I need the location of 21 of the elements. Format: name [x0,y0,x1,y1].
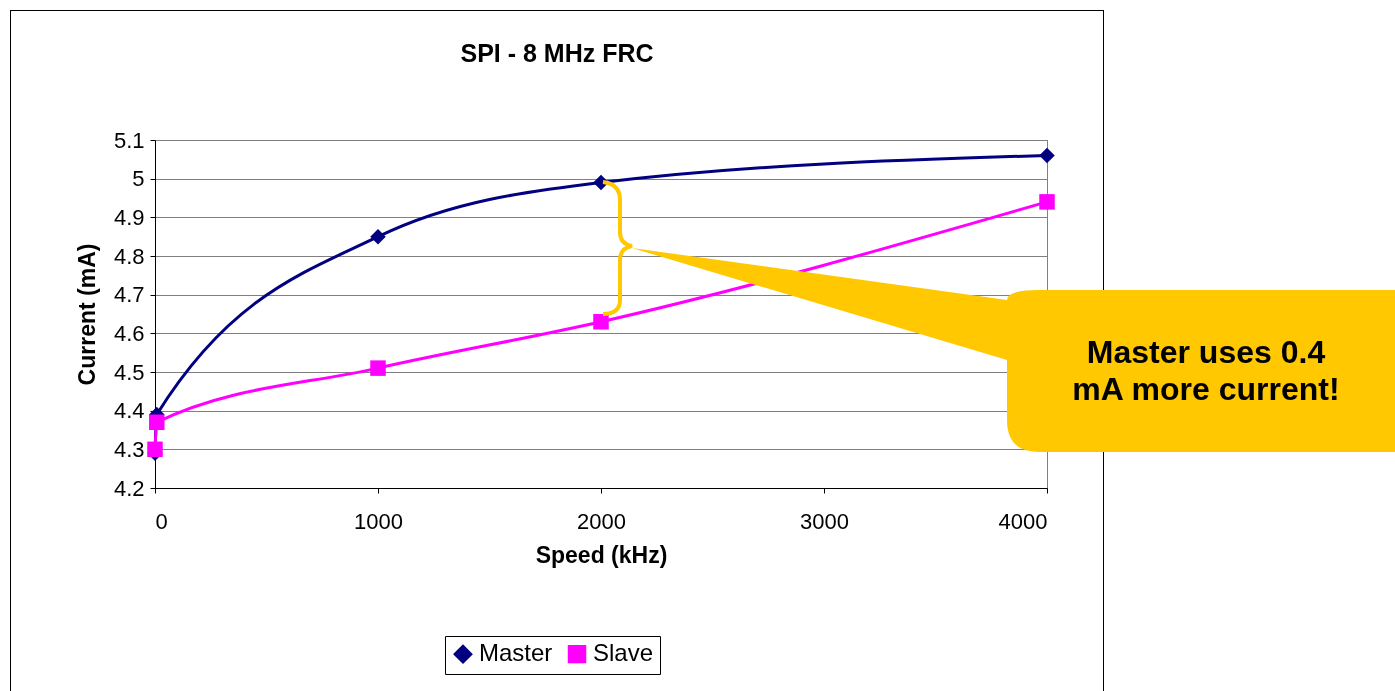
y-tick-label: 4.5 [113,359,145,385]
y-tick-label: 4.2 [113,475,145,501]
x-tick-label: 3000 [800,508,849,534]
chart-title: SPI - 8 MHz FRC [460,39,654,67]
y-tick-label: 5.1 [113,127,145,153]
y-tick-label: 4.7 [113,282,145,308]
y-tick-label: 4.8 [113,243,145,269]
x-tick-label: 0 [155,508,168,534]
legend-label: Master [479,639,553,667]
text: Master uses 0.4 mA more current! [1071,334,1341,408]
x-tick-label: 1000 [354,508,403,534]
x-tick-label: 4000 [998,508,1048,534]
y-tick-label: 4.9 [113,204,145,230]
x-axis-title: Speed (kHz) [535,541,668,568]
y-tick-label: 4.3 [113,436,145,462]
y-tick-label: 4.6 [113,320,145,346]
x-tick-label: 2000 [577,508,626,534]
y-tick-label: 4.4 [113,398,145,424]
legend-label: Slave [593,639,654,667]
y-tick-label: 5 [132,166,145,192]
y-axis-title: Current (mA) [73,243,100,386]
